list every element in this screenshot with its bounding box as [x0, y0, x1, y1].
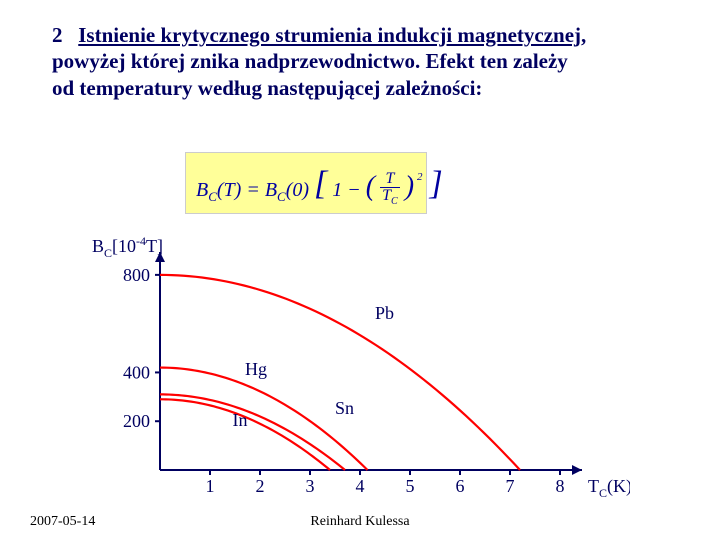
footer-author: Reinhard Kulessa: [0, 514, 720, 530]
formula-expression: BC(T) = BC(0) [ 1 − ( T TC ) 2 ]: [196, 167, 443, 210]
svg-text:8: 8: [556, 476, 565, 496]
formula-box: BC(T) = BC(0) [ 1 − ( T TC ) 2 ]: [185, 152, 427, 214]
svg-text:Sn: Sn: [335, 398, 354, 418]
svg-text:4: 4: [356, 476, 365, 496]
svg-text:BC[10-4T]: BC[10-4T]: [92, 234, 163, 260]
svg-text:800: 800: [123, 265, 150, 285]
chart-svg: 200 400 800 1 2 3 4 5 6 7 8 BC[10-4T] TC(K) In Sn Hg Pb: [70, 225, 630, 505]
slide-heading: 2 Istnienie krytycznego strumienia induk…: [52, 22, 592, 101]
svg-text:1: 1: [206, 476, 215, 496]
svg-text:200: 200: [123, 411, 150, 431]
svg-text:2: 2: [256, 476, 265, 496]
svg-text:7: 7: [506, 476, 515, 496]
svg-text:Hg: Hg: [245, 359, 267, 379]
svg-text:3: 3: [306, 476, 315, 496]
critical-field-chart: 200 400 800 1 2 3 4 5 6 7 8 BC[10-4T] TC(K) In Sn Hg Pb: [70, 225, 630, 505]
svg-text:400: 400: [123, 362, 150, 382]
svg-text:Pb: Pb: [375, 303, 394, 323]
svg-text:In: In: [233, 410, 248, 430]
heading-prefix: 2: [52, 23, 63, 47]
svg-text:TC(K): TC(K): [588, 476, 630, 500]
svg-text:6: 6: [456, 476, 465, 496]
heading-underlined: Istnienie krytycznego strumienia indukcj…: [78, 23, 581, 47]
svg-text:5: 5: [406, 476, 415, 496]
